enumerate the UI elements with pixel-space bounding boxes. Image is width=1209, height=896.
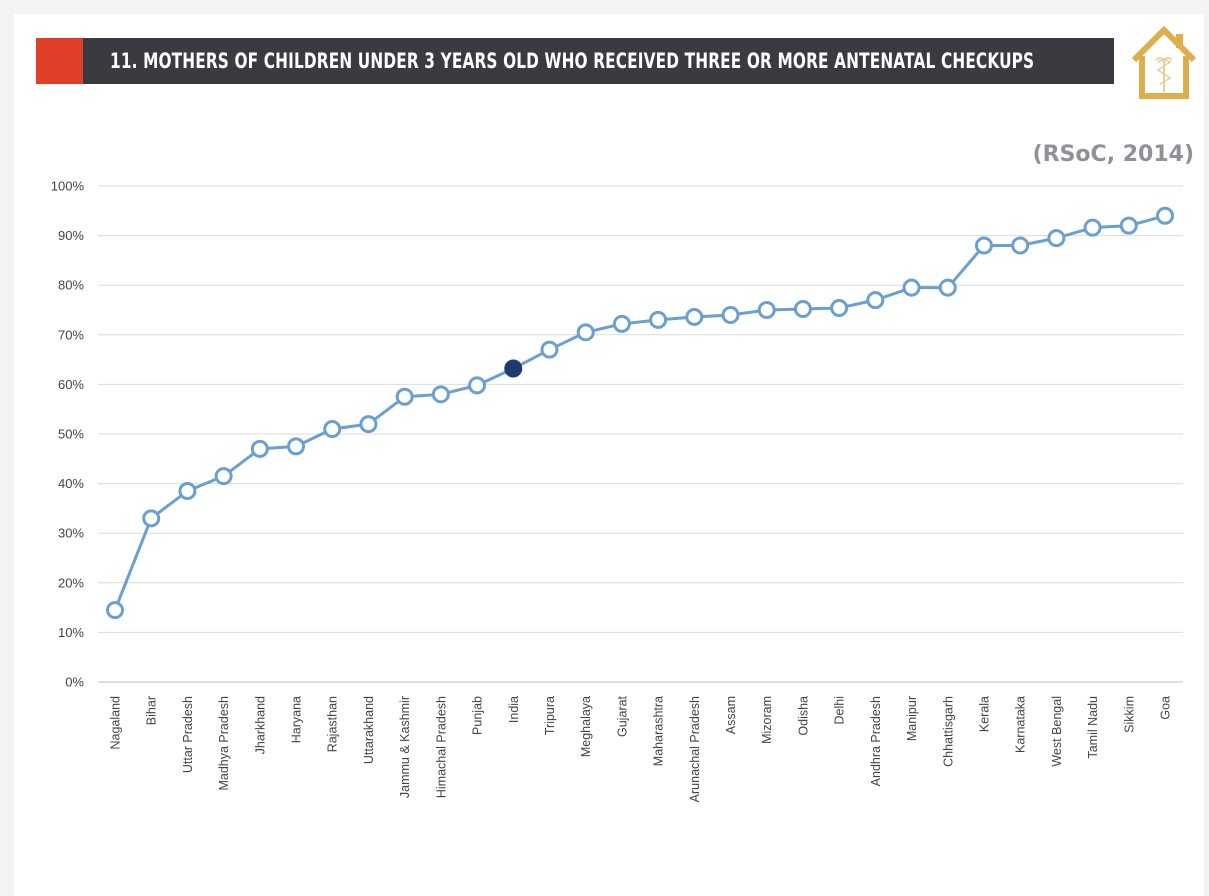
x-tick-label: Mizoram xyxy=(760,696,774,744)
house-caduceus-icon xyxy=(1131,25,1197,99)
x-tick-label: Haryana xyxy=(290,696,304,743)
data-point xyxy=(395,387,414,406)
x-tick-label: Uttar Pradesh xyxy=(181,696,195,773)
data-point xyxy=(1156,206,1174,225)
source-label: (RSoC, 2014) xyxy=(1033,142,1194,167)
x-tick-label: Himachal Pradesh xyxy=(434,696,448,798)
y-tick-label: 0% xyxy=(65,675,84,690)
x-tick-label: Karnataka xyxy=(1014,696,1028,753)
data-point xyxy=(757,301,776,319)
y-tick-label: 60% xyxy=(58,377,84,392)
x-tick-label: Tripura xyxy=(543,696,557,735)
x-tick-label: Jammu & Kashmir xyxy=(398,696,412,798)
data-point xyxy=(142,509,161,528)
x-tick-label: India xyxy=(507,696,521,723)
x-tick-label: Uttarakhand xyxy=(362,696,376,764)
y-tick-label: 80% xyxy=(58,278,84,293)
data-point xyxy=(938,278,957,297)
data-point xyxy=(468,376,487,395)
data-point xyxy=(540,340,559,359)
data-point xyxy=(866,291,885,310)
data-point xyxy=(287,437,306,456)
x-tick-label: Arunachal Pradesh xyxy=(688,696,702,802)
data-point xyxy=(178,482,197,501)
data-point xyxy=(830,299,849,318)
y-tick-label: 20% xyxy=(58,575,84,590)
x-tick-label: Goa xyxy=(1159,696,1173,720)
data-point xyxy=(649,310,668,329)
x-tick-label: Rajasthan xyxy=(326,696,340,752)
data-point xyxy=(359,415,378,434)
data-point xyxy=(250,439,269,458)
series-line xyxy=(113,214,1166,611)
y-tick-label: 40% xyxy=(58,476,84,491)
data-point-highlight xyxy=(504,359,523,378)
x-tick-label: Odisha xyxy=(796,696,810,736)
y-tick-label: 50% xyxy=(58,427,84,442)
data-point xyxy=(323,420,342,439)
data-point xyxy=(793,300,812,319)
data-point xyxy=(576,323,595,342)
x-tick-label: Andhra Pradesh xyxy=(869,696,883,786)
x-tick-label: Manipur xyxy=(905,696,919,741)
x-tick-label: Delhi xyxy=(833,696,847,725)
data-point xyxy=(902,278,921,297)
data-point xyxy=(1011,236,1030,255)
x-tick-label: Chhattisgarh xyxy=(941,696,955,767)
x-tick-label: Punjab xyxy=(471,696,485,735)
chart-title: 11. MOTHERS OF CHILDREN UNDER 3 YEARS OL… xyxy=(110,49,1035,73)
x-tick-label: Sikkim xyxy=(1122,696,1136,733)
header-accent xyxy=(36,38,83,84)
data-point xyxy=(106,601,124,620)
x-tick-label: Madhya Pradesh xyxy=(217,696,231,791)
y-tick-label: 30% xyxy=(58,526,84,541)
x-tick-label: Bihar xyxy=(145,696,159,725)
data-point xyxy=(721,305,740,324)
data-point xyxy=(1083,218,1102,237)
data-point xyxy=(1119,216,1138,235)
x-tick-label: Nagaland xyxy=(109,696,123,750)
data-point xyxy=(431,385,450,404)
y-tick-label: 70% xyxy=(58,327,84,342)
header-bar xyxy=(83,38,1114,84)
y-tick-label: 90% xyxy=(58,228,84,243)
x-tick-label: Gujarat xyxy=(615,695,629,737)
x-tick-label: Meghalaya xyxy=(579,696,593,757)
data-point xyxy=(214,467,233,486)
data-point xyxy=(612,314,631,333)
x-tick-label: West Bengal xyxy=(1050,696,1064,767)
data-point xyxy=(685,307,704,326)
x-tick-label: Kerala xyxy=(977,696,991,732)
y-tick-label: 100% xyxy=(51,179,85,194)
x-tick-label: Tamil Nadu xyxy=(1086,696,1100,759)
data-point xyxy=(974,236,993,255)
x-tick-label: Jharkhand xyxy=(253,696,267,754)
x-tick-label: Maharashtra xyxy=(652,696,666,766)
y-tick-label: 10% xyxy=(58,625,84,640)
x-tick-label: Assam xyxy=(724,696,738,734)
chart-area: (RSoC, 2014) 0% 10% 20% 30% 40% 50% 60% 70% 80% 9… xyxy=(36,118,1204,896)
line-chart: (RSoC, 2014) 0% 10% 20% 30% 40% 50% 60% 70% 80% 9… xyxy=(51,142,1194,802)
data-point xyxy=(1047,229,1066,248)
